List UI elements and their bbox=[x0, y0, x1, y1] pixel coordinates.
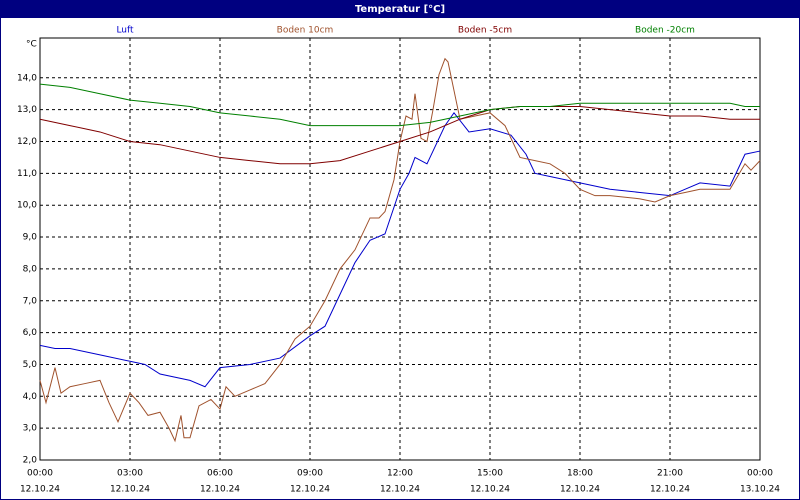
x-tick-date: 12.10.24 bbox=[650, 485, 690, 495]
series-line bbox=[39, 105, 760, 165]
legend-label: Luft bbox=[116, 26, 134, 36]
y-tick-label: 11,0 bbox=[17, 169, 37, 179]
x-tick-date: 12.10.24 bbox=[470, 485, 510, 495]
x-tick-date: 12.10.24 bbox=[380, 485, 420, 495]
y-tick-label: 5,0 bbox=[23, 360, 38, 370]
x-tick-date: 12.10.24 bbox=[110, 485, 150, 495]
x-tick-date: 12.10.24 bbox=[290, 485, 330, 495]
x-tick-label: 03:00 bbox=[117, 469, 143, 479]
x-tick-label: 00:00 bbox=[747, 469, 773, 479]
y-tick-label: 12,0 bbox=[17, 137, 37, 147]
x-tick-label: 18:00 bbox=[567, 469, 593, 479]
x-tick-label: 09:00 bbox=[297, 469, 323, 479]
x-tick-label: 12:00 bbox=[387, 469, 413, 479]
y-tick-label: 2,0 bbox=[23, 456, 38, 466]
y-tick-label: 8,0 bbox=[23, 264, 38, 274]
y-tick-label: 13,0 bbox=[17, 105, 37, 115]
y-tick-label: 9,0 bbox=[23, 233, 38, 243]
x-tick-label: 15:00 bbox=[477, 469, 503, 479]
y-unit: °C bbox=[26, 40, 37, 50]
series-line bbox=[39, 83, 760, 127]
y-tick-label: 10,0 bbox=[17, 201, 37, 211]
x-tick-label: 21:00 bbox=[657, 469, 683, 479]
y-tick-label: 14,0 bbox=[17, 73, 37, 83]
y-tick-label: 4,0 bbox=[23, 392, 38, 402]
x-tick-date: 13.10.24 bbox=[740, 485, 780, 495]
legend-label: Boden -5cm bbox=[458, 26, 512, 36]
y-tick-label: 3,0 bbox=[23, 424, 38, 434]
y-tick-label: 7,0 bbox=[23, 296, 38, 306]
x-tick-label: 00:00 bbox=[27, 469, 53, 479]
chart-title: Temperatur [°C] bbox=[355, 4, 445, 15]
x-tick-label: 06:00 bbox=[207, 469, 233, 479]
series-line bbox=[39, 57, 761, 443]
legend-label: Boden 10cm bbox=[277, 26, 334, 36]
legend-label: Boden -20cm bbox=[635, 26, 695, 36]
title-bar bbox=[0, 0, 800, 18]
x-tick-date: 12.10.24 bbox=[20, 485, 60, 495]
x-tick-date: 12.10.24 bbox=[200, 485, 240, 495]
y-tick-label: 6,0 bbox=[23, 328, 38, 338]
x-tick-date: 12.10.24 bbox=[560, 485, 600, 495]
series-line bbox=[39, 112, 761, 388]
